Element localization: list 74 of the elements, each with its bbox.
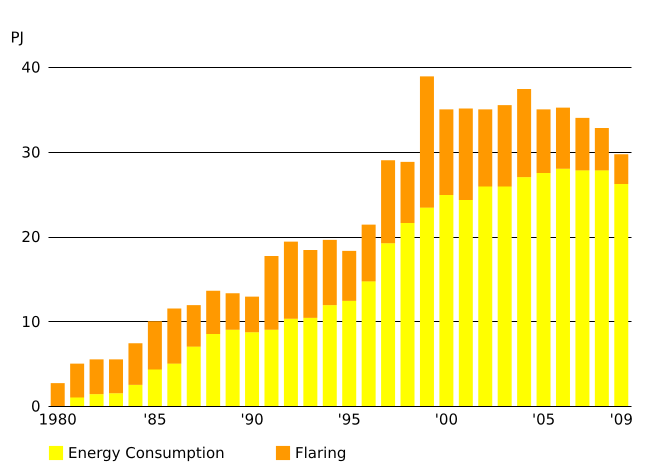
bar bbox=[186, 305, 201, 347]
bar bbox=[342, 300, 356, 406]
bar bbox=[594, 170, 609, 406]
bar bbox=[264, 256, 278, 330]
bar bbox=[167, 364, 182, 406]
bar bbox=[264, 330, 278, 406]
bar bbox=[206, 290, 220, 334]
bar bbox=[556, 168, 570, 406]
bar bbox=[206, 334, 220, 406]
bar bbox=[614, 154, 628, 184]
bar bbox=[70, 398, 84, 406]
bar bbox=[128, 343, 142, 385]
bar bbox=[420, 208, 434, 406]
bar bbox=[342, 250, 356, 301]
legend-label: Energy Consumption bbox=[68, 444, 225, 462]
bar bbox=[148, 321, 162, 370]
bar bbox=[245, 296, 260, 332]
bar bbox=[322, 305, 337, 406]
bar bbox=[498, 105, 512, 186]
bar bbox=[400, 222, 415, 406]
bar bbox=[284, 242, 298, 319]
bar bbox=[381, 243, 396, 406]
y-axis-title: PJ bbox=[10, 28, 24, 46]
bar bbox=[109, 359, 124, 394]
bar bbox=[128, 384, 142, 406]
x-tick-label: '05 bbox=[532, 410, 556, 428]
bar bbox=[478, 109, 492, 186]
x-tick-label: '95 bbox=[338, 410, 361, 428]
bar bbox=[439, 194, 454, 406]
y-tick-label: 20 bbox=[21, 228, 40, 246]
x-tick-label: '90 bbox=[240, 410, 264, 428]
bar bbox=[109, 393, 124, 406]
bar bbox=[90, 394, 104, 406]
y-tick-label: 40 bbox=[21, 58, 40, 76]
bar bbox=[70, 364, 84, 398]
bar bbox=[322, 240, 337, 306]
bar bbox=[186, 346, 201, 406]
bar bbox=[536, 172, 551, 406]
bar bbox=[226, 330, 240, 406]
bar bbox=[556, 108, 570, 169]
bar bbox=[90, 359, 104, 394]
bar bbox=[575, 170, 590, 406]
bar bbox=[458, 108, 473, 200]
y-tick-label: 30 bbox=[21, 143, 40, 162]
bar bbox=[498, 186, 512, 406]
bar bbox=[167, 308, 182, 364]
x-tick-label: '00 bbox=[434, 410, 458, 428]
x-tick-label: 1980 bbox=[38, 410, 77, 428]
bar bbox=[226, 293, 240, 330]
bar bbox=[50, 383, 65, 406]
bar bbox=[148, 370, 162, 406]
bar bbox=[614, 184, 628, 406]
bar bbox=[303, 250, 318, 318]
bar bbox=[439, 109, 454, 195]
y-tick-label: 10 bbox=[21, 312, 40, 331]
bar bbox=[284, 318, 298, 406]
bar bbox=[420, 76, 434, 208]
bar bbox=[536, 109, 551, 173]
bar bbox=[458, 200, 473, 406]
bar bbox=[303, 318, 318, 406]
bar bbox=[362, 281, 376, 406]
bar bbox=[594, 128, 609, 170]
x-tick-label: '09 bbox=[610, 410, 633, 428]
bar bbox=[575, 118, 590, 170]
bar bbox=[362, 224, 376, 282]
bar bbox=[517, 177, 532, 406]
bar bbox=[400, 162, 415, 223]
bar bbox=[245, 332, 260, 406]
legend-label: Flaring bbox=[295, 444, 346, 462]
bar bbox=[517, 89, 532, 178]
x-tick-label: '85 bbox=[143, 410, 166, 428]
y-tick-label: 0 bbox=[30, 398, 40, 416]
bar bbox=[478, 186, 492, 406]
bar bbox=[381, 160, 396, 244]
